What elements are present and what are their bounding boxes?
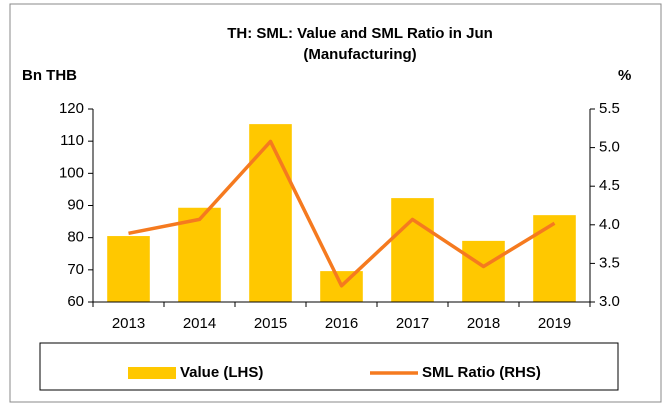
- y2-tick-label: 5.5: [599, 100, 620, 117]
- x-tick-label: 2015: [254, 315, 287, 332]
- y2-tick-label: 5.0: [599, 139, 620, 156]
- bar: [249, 124, 292, 302]
- y2-tick-label: 3.0: [599, 293, 620, 310]
- bar: [462, 240, 505, 302]
- y-tick-label: 120: [59, 100, 84, 117]
- bar: [533, 215, 576, 302]
- legend-swatch: [128, 367, 176, 379]
- y-tick-label: 100: [59, 164, 84, 181]
- chart-title: TH: SML: Value and SML Ratio in Jun: [227, 25, 493, 42]
- y-tick-label: 70: [67, 261, 84, 278]
- y-tick-label: 80: [67, 229, 84, 246]
- x-tick-label: 2013: [112, 315, 145, 332]
- y-axis-label: Bn THB: [22, 67, 77, 84]
- legend-label: SML Ratio (RHS): [422, 364, 541, 381]
- y2-tick-label: 4.5: [599, 177, 620, 194]
- legend-label: Value (LHS): [180, 364, 263, 381]
- y2-axis-label: %: [618, 67, 631, 84]
- y-tick-label: 110: [60, 132, 84, 149]
- x-tick-label: 2019: [538, 315, 571, 332]
- x-tick-label: 2014: [183, 315, 216, 332]
- y-tick-label: 90: [67, 196, 84, 213]
- chart-title: (Manufacturing): [303, 46, 416, 63]
- y2-tick-label: 4.0: [599, 216, 620, 233]
- x-tick-label: 2017: [396, 315, 429, 332]
- bar: [107, 236, 150, 302]
- legend-box: [39, 342, 619, 391]
- line-series: [128, 139, 556, 288]
- chart-border: [9, 3, 662, 403]
- x-tick-label: 2018: [467, 315, 500, 332]
- y2-tick-label: 3.5: [599, 254, 620, 271]
- x-tick-label: 2016: [325, 315, 358, 332]
- bar: [391, 198, 434, 302]
- y-tick-label: 60: [67, 293, 84, 310]
